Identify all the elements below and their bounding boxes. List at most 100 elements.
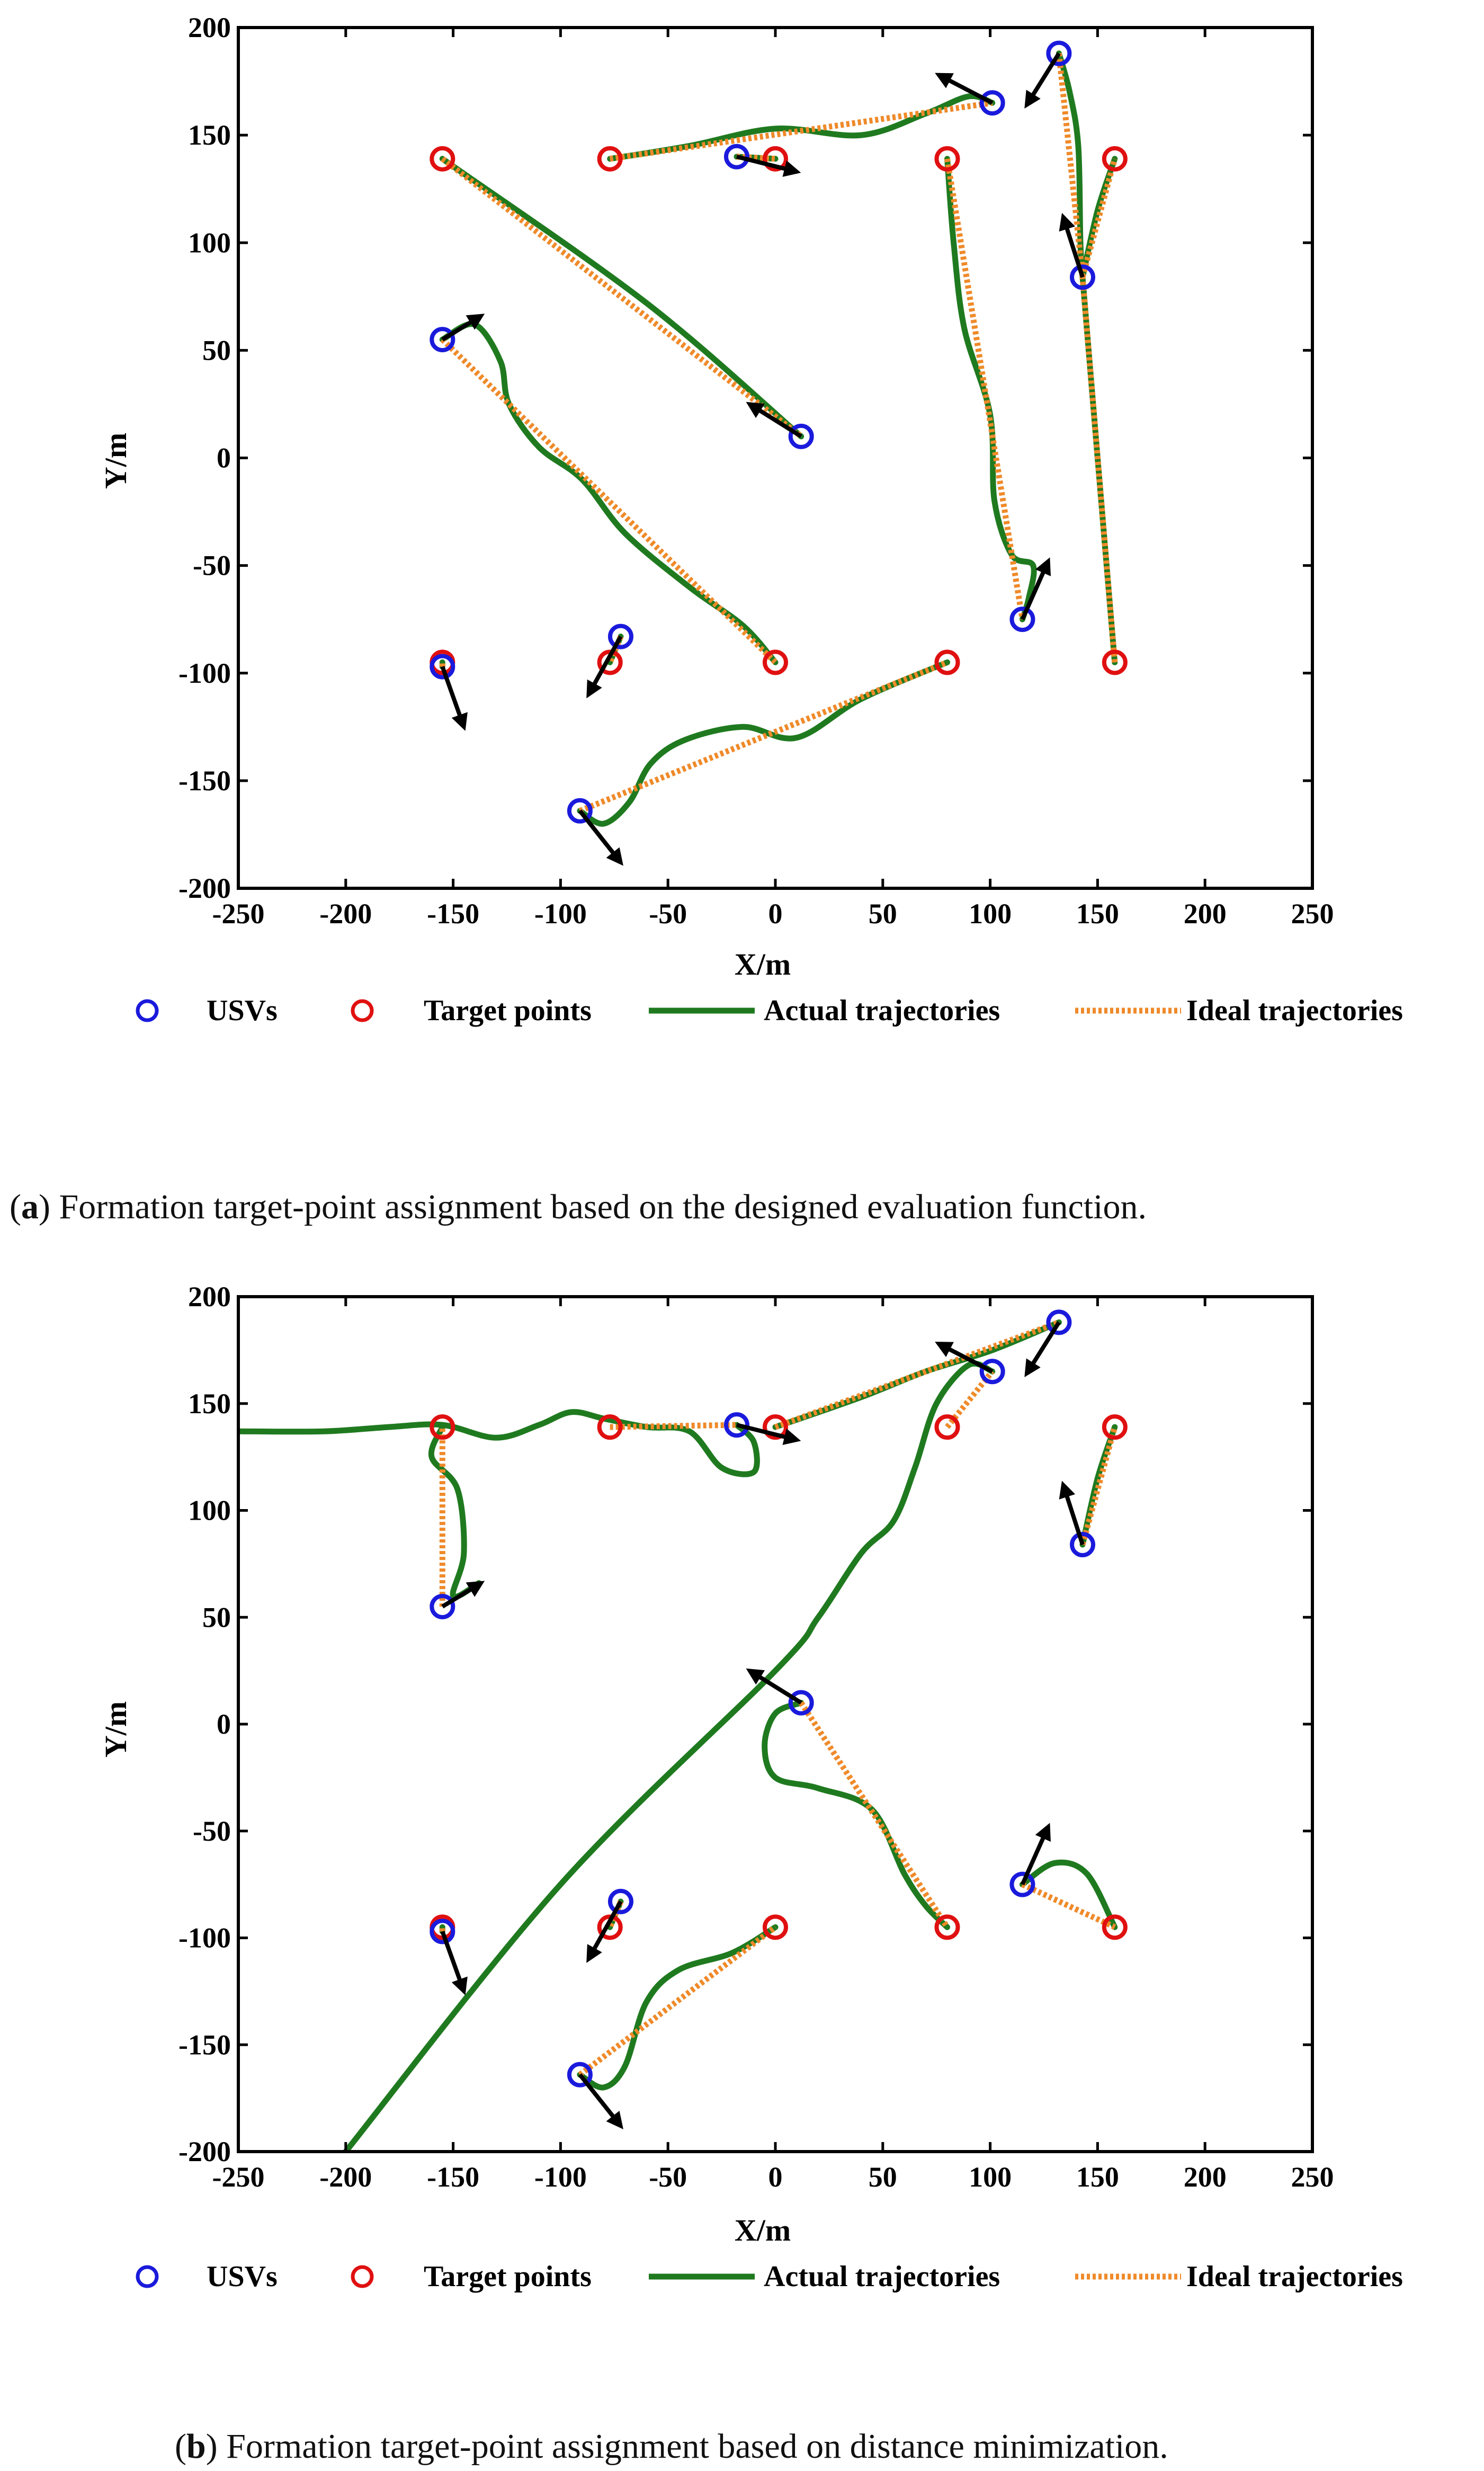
plot-area-a xyxy=(430,40,1128,866)
legend-a: USVs Target points Actual trajectories I… xyxy=(136,994,1403,1027)
trajectories-a xyxy=(439,50,1118,827)
plot-area-b xyxy=(238,1309,1128,2152)
heading-arrow-b-3 xyxy=(1024,1321,1061,1378)
usv-marker-b-7 xyxy=(607,1888,633,1914)
legend-usv-label-b: USVs xyxy=(207,2260,278,2293)
target-point-b-4 xyxy=(1102,1414,1128,1440)
heading-arrow-b-8 xyxy=(440,1931,468,1995)
x-tick-label-b-0: -250 xyxy=(212,2161,265,2193)
x-tick-label-b-10: 250 xyxy=(1291,2161,1334,2193)
y-tick-label-a-5: 50 xyxy=(202,334,231,366)
ideal-trajectory-b-5 xyxy=(799,1701,950,1929)
caption-letter-b: b xyxy=(186,2427,206,2466)
ideal-trajectory-a-1 xyxy=(609,100,993,162)
heading-arrow-a-1 xyxy=(736,154,801,177)
y-tick-label-a-2: -100 xyxy=(178,657,231,689)
x-tick-label-b-6: 50 xyxy=(869,2161,897,2193)
heading-arrow-b-5 xyxy=(746,1668,802,1705)
x-tick-label-a-9: 200 xyxy=(1184,898,1227,930)
legend-actual-label-b: Actual trajectories xyxy=(764,2260,1000,2293)
target-point-a-0 xyxy=(430,146,455,172)
heading-arrow-a-5 xyxy=(746,402,802,439)
heading-arrow-b-2 xyxy=(935,1342,994,1373)
actual-trajectory-b-7 xyxy=(577,1924,779,2091)
target-point-b-1 xyxy=(597,1414,623,1440)
heading-arrow-a-4 xyxy=(1059,212,1085,278)
usv-marker-a-2 xyxy=(979,90,1005,116)
heading-arrow-a-9 xyxy=(578,809,623,866)
actual-trajectory-a-0 xyxy=(439,321,779,665)
usv-marker-b-6 xyxy=(1009,1871,1035,1897)
actual-trajectory-b-6 xyxy=(1019,1859,1118,1930)
actual-trajectory-a-3 xyxy=(944,156,1037,622)
y-tick-label-b-4: 0 xyxy=(217,1708,231,1740)
target-point-a-9 xyxy=(1102,649,1128,675)
usv-marker-a-3 xyxy=(1046,40,1072,66)
panel-a: -250 -200 -150 -100 -50 0 50 100 150 200 250-200-1… xyxy=(10,12,1403,1226)
usv-marker-a-9 xyxy=(567,798,593,824)
usv-marker-b-9 xyxy=(567,2062,593,2088)
target-point-a-1 xyxy=(597,146,623,172)
usv-marker-b-3 xyxy=(1046,1309,1072,1335)
usv-marker-b-4 xyxy=(1070,1532,1096,1558)
legend-target-marker-b xyxy=(351,2265,374,2288)
x-tick-label-b-4: -50 xyxy=(649,2161,687,2193)
usv-marker-a-0 xyxy=(430,327,455,353)
trajectories-b xyxy=(238,1319,1118,2152)
target-point-a-4 xyxy=(1102,146,1128,172)
ideal-trajectory-a-7 xyxy=(1079,276,1118,663)
y-tick-label-b-3: -50 xyxy=(193,1815,231,1847)
target-point-a-2 xyxy=(763,146,788,172)
x-tick-label-a-4: -50 xyxy=(649,898,687,930)
y-tick-label-b-2: -100 xyxy=(178,1922,231,1954)
y-tick-label-b-5: 50 xyxy=(202,1601,231,1633)
y-tick-label-a-0: -200 xyxy=(178,872,231,904)
ideal-trajectory-b-2 xyxy=(774,1319,1060,1430)
legend-usv-label-a: USVs xyxy=(207,994,278,1027)
axes-b: -250 -200 -150 -100 -50 0 50 100 150 200 250-200-1… xyxy=(178,1281,1334,2193)
x-tick-label-a-2: -150 xyxy=(427,898,479,930)
ideal-trajectory-b-7 xyxy=(578,1924,777,2077)
legend-target-marker-a xyxy=(351,999,374,1022)
caption-text-a: Formation target-point assignment based … xyxy=(59,1188,1147,1226)
usv-marker-b-1 xyxy=(723,1412,749,1438)
x-tick-label-a-0: -250 xyxy=(212,898,265,930)
y-tick-label-a-4: 0 xyxy=(217,442,231,474)
x-tick-label-b-9: 200 xyxy=(1184,2161,1227,2193)
x-tick-label-b-1: -200 xyxy=(319,2161,372,2193)
legend-b: USVs Target points Actual trajectories I… xyxy=(136,2260,1403,2293)
caption-b: (b) Formation target-point assignment ba… xyxy=(175,2427,1168,2466)
legend-usv-marker-b xyxy=(136,2265,159,2288)
y-tick-label-a-8: 200 xyxy=(188,12,231,43)
target-point-a-3 xyxy=(934,146,960,172)
actual-trajectory-a-1 xyxy=(607,93,996,162)
x-tick-label-a-7: 100 xyxy=(969,898,1012,930)
legend-usv-marker-a xyxy=(136,999,159,1022)
x-tick-label-a-5: 0 xyxy=(768,898,783,930)
x-axis-title-a: X/m xyxy=(735,947,791,982)
y-tick-label-a-3: -50 xyxy=(193,550,231,582)
target-point-b-3 xyxy=(934,1414,960,1440)
heading-arrow-b-1 xyxy=(736,1423,801,1446)
ideal-trajectory-a-4 xyxy=(1056,53,1086,278)
target-point-b-7 xyxy=(763,1914,788,1940)
y-axis-title-a: Y/m xyxy=(99,433,133,489)
heading-arrow-a-6 xyxy=(1020,557,1051,620)
heading-arrow-b-7 xyxy=(586,1900,623,1963)
y-tick-label-a-1: -150 xyxy=(178,765,231,797)
legend-ideal-label-a: Ideal trajectories xyxy=(1186,994,1403,1027)
usv-marker-b-8 xyxy=(430,1919,455,1944)
actual-trajectory-b-1 xyxy=(428,1424,482,1600)
usv-marker-b-0 xyxy=(430,1594,455,1620)
y-axis-title-b: Y/m xyxy=(99,1701,133,1758)
heading-arrow-a-2 xyxy=(935,73,994,105)
actual-trajectory-b-4 xyxy=(1079,1424,1118,1548)
x-axis-title-b: X/m xyxy=(735,2213,791,2247)
x-tick-label-b-2: -150 xyxy=(427,2161,479,2193)
legend-actual-label-a: Actual trajectories xyxy=(764,994,1000,1027)
x-tick-label-a-8: 150 xyxy=(1076,898,1119,930)
x-tick-label-b-8: 150 xyxy=(1076,2161,1119,2193)
x-tick-label-a-6: 50 xyxy=(869,898,897,930)
ideal-trajectory-a-3 xyxy=(944,158,1025,620)
